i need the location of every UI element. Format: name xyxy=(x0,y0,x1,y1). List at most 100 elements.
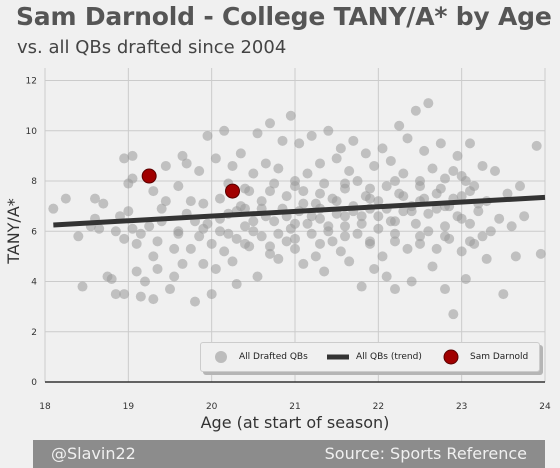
scatter-point xyxy=(315,158,325,169)
scatter-point xyxy=(423,98,434,109)
scatter-point xyxy=(456,191,467,202)
scatter-point xyxy=(131,266,142,277)
scatter-point xyxy=(348,135,359,146)
scatter-point xyxy=(152,236,163,247)
scatter-point xyxy=(356,218,367,229)
legend-swatch-all xyxy=(215,351,227,363)
scatter-point xyxy=(148,186,159,197)
scatter-point xyxy=(127,173,138,184)
scatter-point xyxy=(190,296,200,307)
scatter-point xyxy=(260,158,271,169)
scatter-point xyxy=(181,158,192,169)
scatter-point xyxy=(365,183,375,194)
x-tick-label: 23 xyxy=(456,402,467,412)
scatter-point xyxy=(440,231,450,242)
scatter-point xyxy=(273,163,284,174)
scatter-point xyxy=(327,236,338,247)
scatter-point xyxy=(415,231,425,242)
scatter-point xyxy=(94,223,105,234)
scatter-point xyxy=(340,178,350,189)
scatter-point xyxy=(410,105,421,116)
scatter-point xyxy=(248,216,259,227)
scatter-point xyxy=(135,228,146,239)
scatter-point xyxy=(148,251,159,262)
scatter-point xyxy=(323,221,334,232)
y-tick-label: 6 xyxy=(31,227,37,237)
scatter-point xyxy=(344,256,355,267)
scatter-point xyxy=(194,231,205,242)
x-tick-label: 18 xyxy=(39,402,51,412)
scatter-point xyxy=(352,228,363,239)
scatter-point xyxy=(331,196,342,207)
scatter-point xyxy=(402,243,413,254)
scatter-point xyxy=(340,211,350,222)
scatter-point xyxy=(477,231,488,242)
legend-label-all: All Drafted QBs xyxy=(239,352,308,362)
scatter-point xyxy=(519,211,530,222)
x-tick-label: 20 xyxy=(206,402,218,412)
scatter-point xyxy=(223,228,234,239)
scatter-point xyxy=(352,176,363,187)
scatter-point xyxy=(265,248,275,259)
y-axis-label: TANY/A* xyxy=(4,198,23,265)
scatter-point xyxy=(490,165,500,176)
scatter-point xyxy=(356,211,367,222)
scatter-point xyxy=(360,148,371,159)
scatter-point xyxy=(290,243,300,254)
footer-source: Source: Sports Reference xyxy=(324,444,527,463)
trend-line xyxy=(53,194,546,228)
scatter-point xyxy=(298,258,309,269)
scatter-point xyxy=(298,198,309,209)
scatter-point xyxy=(123,206,134,217)
scatter-point xyxy=(460,274,471,285)
scatter-point xyxy=(398,168,409,179)
scatter-point xyxy=(427,163,438,174)
scatter-point xyxy=(302,168,313,179)
scatter-point xyxy=(131,238,142,249)
scatter-point xyxy=(456,246,467,257)
scatter-point xyxy=(515,181,525,192)
scatter-point xyxy=(169,243,180,254)
x-axis-label: Age (at start of season) xyxy=(201,413,390,432)
scatter-point xyxy=(373,196,384,207)
scatter-point xyxy=(119,289,130,300)
legend-swatch-trend xyxy=(327,354,349,360)
scatter-point xyxy=(140,276,150,287)
scatter-point xyxy=(227,256,238,267)
scatter-point xyxy=(160,196,171,207)
scatter-point xyxy=(415,238,425,249)
scatter-point xyxy=(381,271,392,282)
scatter-point xyxy=(494,213,505,224)
scatter-point xyxy=(510,251,521,262)
scatter-point xyxy=(465,236,475,247)
scatter-point xyxy=(315,188,325,199)
scatter-point xyxy=(290,218,300,229)
scatter-point xyxy=(310,251,321,262)
scatter-point xyxy=(202,130,213,141)
scatter-point xyxy=(240,221,250,232)
scatter-point xyxy=(319,178,330,189)
scatter-point xyxy=(477,160,488,171)
scatter-point xyxy=(198,198,209,209)
scatter-points xyxy=(48,98,546,320)
scatter-point xyxy=(498,289,509,300)
x-tick-label: 22 xyxy=(373,402,384,412)
scatter-point xyxy=(315,238,325,249)
scatter-point xyxy=(377,251,388,262)
darnold-point xyxy=(225,183,240,199)
scatter-point xyxy=(373,223,384,234)
scatter-point xyxy=(235,148,246,159)
scatter-point xyxy=(206,238,217,249)
scatter-point xyxy=(398,206,409,217)
scatter-point xyxy=(448,165,459,176)
scatter-point xyxy=(506,221,517,232)
scatter-point xyxy=(340,221,350,232)
scatter-point xyxy=(252,271,263,282)
scatter-point xyxy=(98,198,109,209)
footer-bar: @Slavin22 Source: Sports Reference xyxy=(33,440,545,468)
scatter-point xyxy=(315,213,325,224)
scatter-point xyxy=(473,206,484,217)
scatter-point xyxy=(173,228,184,239)
